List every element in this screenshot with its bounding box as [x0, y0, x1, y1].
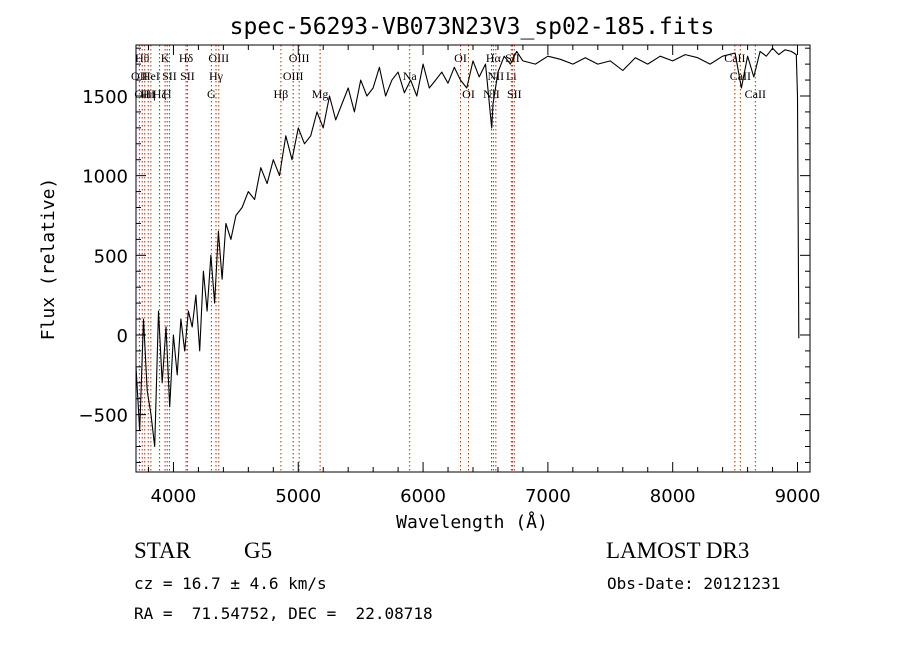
x-axis-label: Wavelength (Å)	[396, 511, 548, 533]
line-label: NII	[488, 69, 505, 83]
coordinates: RA = 71.54752, DEC = 22.08718	[134, 604, 433, 623]
line-label: SII	[162, 69, 177, 83]
line-label: Mg	[312, 87, 329, 101]
line-label: G	[207, 87, 216, 101]
line-label: Na	[403, 69, 418, 83]
line-label: OII	[131, 69, 148, 83]
line-label: K	[161, 51, 170, 65]
object-subclass: G5	[244, 538, 273, 563]
chart-title: spec-56293-VB073N23V3_sp02-185.fits	[230, 14, 715, 40]
line-label: OIII	[134, 87, 155, 101]
line-label: Hθ	[135, 51, 150, 65]
line-label: Hγ	[209, 69, 224, 83]
line-label: Hζ	[153, 87, 167, 101]
y-tick-label: 500	[94, 246, 128, 267]
spectrum-line	[135, 47, 800, 448]
plot-area: OIIHθOIIIHηHeIHζKHSIIHδSIIGHγOIIIHβOIIIO…	[79, 44, 821, 507]
line-label: H	[163, 87, 172, 101]
line-label: HeI	[142, 69, 160, 83]
line-label: Hδ	[179, 51, 194, 65]
y-tick-label: 1000	[82, 167, 128, 188]
x-tick-label: 4000	[151, 486, 197, 507]
redshift-value: cz = 16.7 ± 4.6 km/s	[134, 574, 327, 593]
x-tick-label: 7000	[525, 486, 571, 507]
axes-frame	[135, 44, 811, 473]
line-label: CaII	[745, 87, 766, 101]
x-tick-label: 9000	[775, 486, 821, 507]
line-label: OI	[454, 51, 467, 65]
x-tick-label: 6000	[400, 486, 446, 507]
line-label: NII	[483, 87, 500, 101]
line-label: Hα	[486, 51, 502, 65]
y-tick-label: 0	[117, 326, 128, 347]
line-label: SII	[507, 87, 522, 101]
y-axis-label: Flux (relative)	[38, 178, 59, 341]
y-tick-label: −500	[79, 406, 128, 427]
obs-date: Obs-Date: 20121231	[607, 574, 781, 593]
line-label: SII	[180, 69, 195, 83]
line-label: Li	[506, 69, 517, 83]
object-class: STAR	[134, 538, 191, 563]
line-label: OIII	[283, 69, 304, 83]
line-label: OIII	[289, 51, 310, 65]
line-label: OI	[462, 87, 475, 101]
x-tick-label: 5000	[275, 486, 321, 507]
line-label: Hβ	[274, 87, 289, 101]
survey-name: LAMOST DR3	[606, 538, 750, 563]
line-label: Hη	[141, 87, 156, 101]
line-label: CaII	[730, 69, 751, 83]
y-tick-label: 1500	[82, 87, 128, 108]
line-label: OIII	[208, 51, 229, 65]
x-tick-label: 8000	[650, 486, 696, 507]
